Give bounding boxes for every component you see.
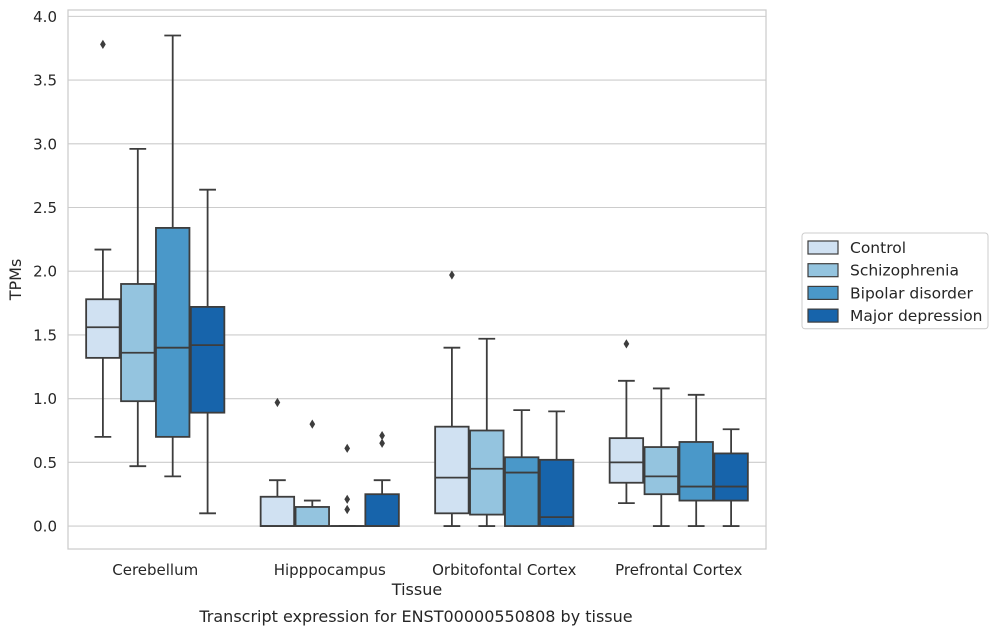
x-tick-labels: Cerebellum Hipppocampus Orbitofontal Corte… (112, 561, 742, 579)
y-tick-label: 1.5 (33, 326, 57, 344)
box-group (86, 40, 120, 437)
outlier-point (344, 444, 350, 453)
y-tick-label: 4.0 (33, 8, 57, 26)
box (610, 438, 644, 483)
box-group (296, 420, 330, 527)
box-group (645, 388, 679, 526)
box (714, 453, 748, 500)
box-group (610, 339, 644, 503)
box-group (540, 411, 574, 526)
x-axis-label: Tissue (391, 580, 442, 599)
box (191, 307, 225, 413)
box (86, 299, 120, 358)
box (365, 494, 399, 526)
outlier-point (344, 495, 350, 504)
outlier-point (275, 398, 281, 407)
box-group (365, 431, 399, 526)
chart-caption: Transcript expression for ENST0000055080… (198, 607, 632, 626)
outlier-point (449, 270, 455, 279)
y-tick-labels: 0.0 0.5 1.0 1.5 2.0 2.5 3.0 3.5 4.0 (33, 8, 57, 536)
outlier-point (344, 505, 350, 514)
y-tick-label: 0.0 (33, 518, 57, 536)
box-group (121, 149, 155, 466)
box (261, 497, 295, 526)
y-tick-label: 2.5 (33, 199, 57, 217)
box-group (470, 339, 504, 526)
legend-label: Major depression (850, 307, 983, 325)
y-tick-label: 3.5 (33, 72, 57, 90)
legend: Control Schizophrenia Bipolar disorder Majo… (802, 233, 988, 329)
box-group (714, 429, 748, 526)
y-tick-label: 2.0 (33, 263, 57, 281)
box-group (191, 190, 225, 514)
legend-swatch (808, 309, 838, 322)
outlier-point (100, 40, 106, 49)
y-tick-label: 0.5 (33, 454, 57, 472)
outlier-point (309, 420, 315, 429)
box-group (679, 395, 713, 526)
legend-label: Control (850, 239, 906, 257)
legend-swatch (808, 286, 838, 299)
boxes-layer (86, 35, 748, 526)
box (679, 442, 713, 501)
box (435, 427, 469, 514)
box-group (505, 410, 539, 526)
box (296, 507, 330, 526)
box-group (330, 444, 364, 526)
legend-swatch (808, 241, 838, 254)
outlier-point (624, 339, 630, 348)
y-axis-label: TPMs (6, 259, 25, 302)
y-tick-label: 1.0 (33, 390, 57, 408)
legend-swatch (808, 264, 838, 277)
box (540, 460, 574, 526)
x-tick-label: Prefrontal Cortex (615, 561, 742, 579)
legend-label: Schizophrenia (850, 262, 959, 280)
box (121, 284, 155, 401)
box (156, 228, 190, 437)
box-group (156, 35, 190, 476)
box (645, 447, 679, 494)
x-tick-label: Cerebellum (112, 561, 198, 579)
x-tick-label: Orbitofontal Cortex (432, 561, 576, 579)
box (470, 430, 504, 514)
box (505, 457, 539, 526)
legend-label: Bipolar disorder (850, 284, 974, 302)
outlier-point (379, 431, 385, 440)
y-tick-label: 3.0 (33, 135, 57, 153)
x-tick-label: Hipppocampus (274, 561, 386, 579)
